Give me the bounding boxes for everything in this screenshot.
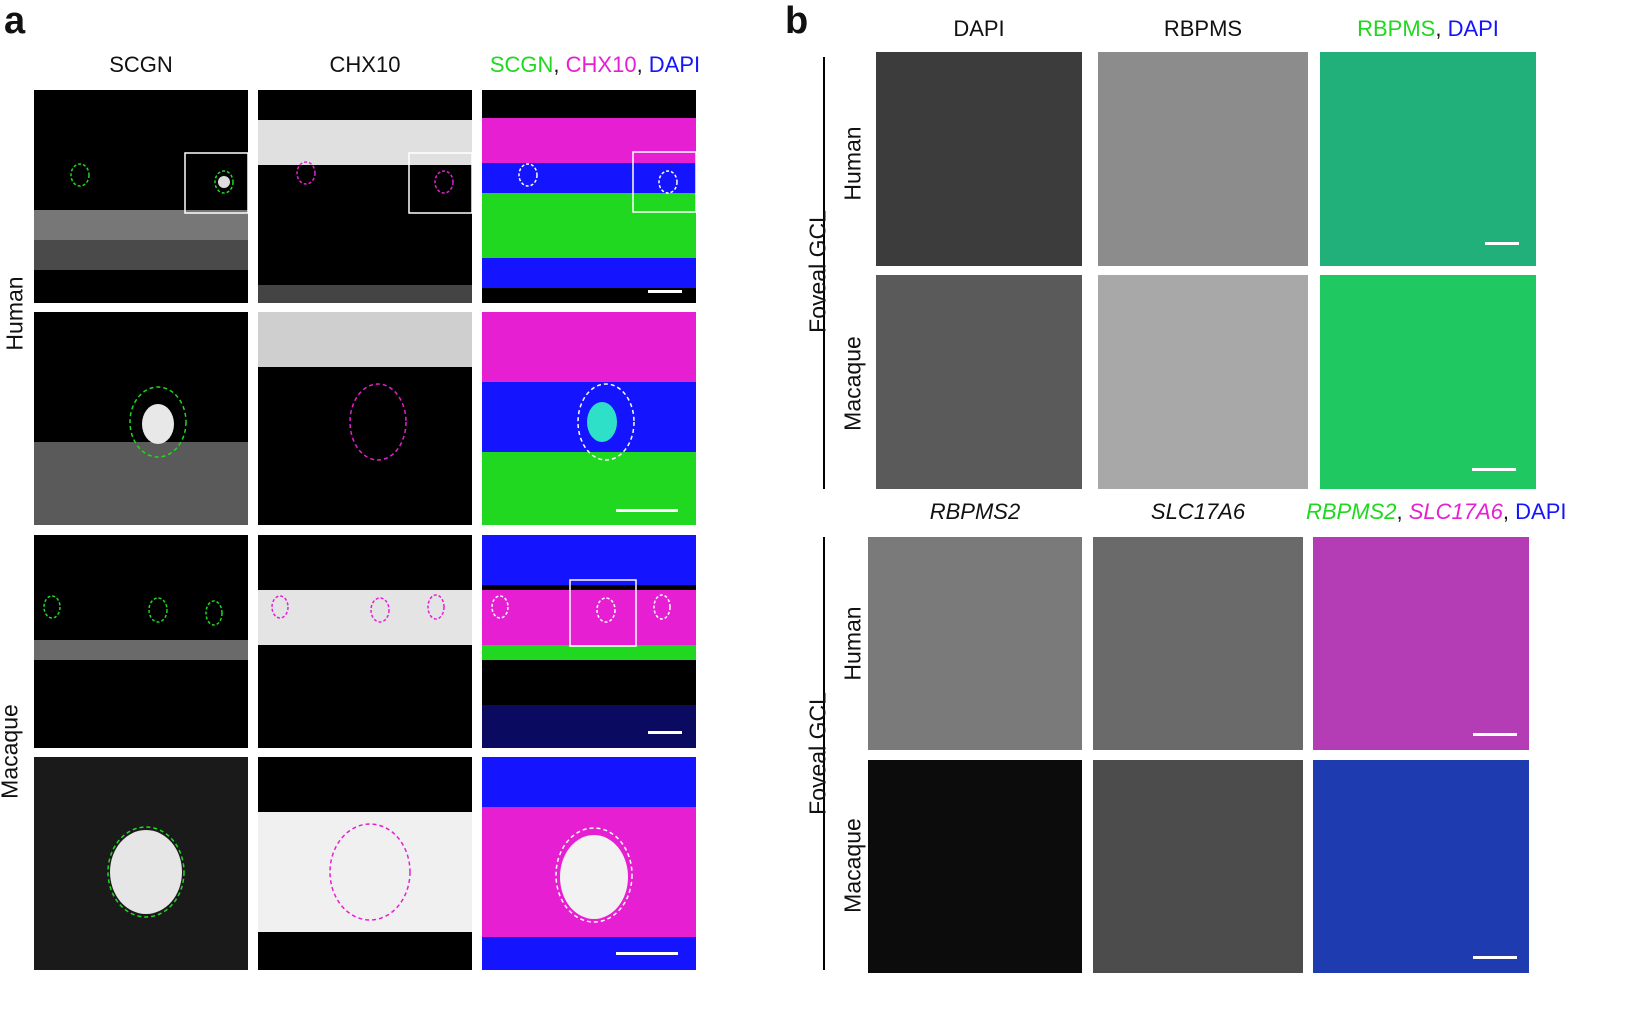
image-tile-b-macaque-merge	[1320, 275, 1536, 489]
image-tile-a-human-chx10	[258, 90, 472, 303]
image-tile-a-macaque-merge-zoom	[482, 757, 696, 970]
panel-b-top-divider	[823, 57, 825, 489]
merge-label-sep: ,	[553, 52, 566, 77]
image-tile-a-macaque-scgn-zoom	[34, 757, 248, 970]
panel-b-letter: b	[785, 0, 809, 42]
image-tile-a-macaque-merge	[482, 535, 696, 748]
image-tile-b-human-merge2	[1313, 537, 1529, 750]
merge-label-dapi: DAPI	[648, 52, 701, 77]
image-tile-b-macaque-rbpms	[1098, 275, 1308, 489]
image-tile-b-human-rbpms2	[868, 537, 1082, 750]
merge-label-scgn: SCGN	[489, 52, 554, 77]
panel-b-bottom-region-label: Foveal GCL	[804, 692, 831, 815]
image-tile-b-human-merge	[1320, 52, 1536, 266]
image-tile-a-macaque-chx10	[258, 535, 472, 748]
panel-a-row-label-human: Human	[1, 276, 28, 351]
image-tile-a-human-scgn-zoom	[34, 312, 248, 525]
panel-a-row-label-macaque: Macaque	[0, 704, 23, 799]
image-tile-b-macaque-slc17a6	[1093, 760, 1303, 973]
image-tile-b-human-dapi	[876, 52, 1082, 266]
merge-label-sep: ,	[1435, 16, 1448, 41]
panel-b-top-row-label-macaque: Macaque	[839, 336, 866, 431]
panel-b-top-column-header-merge: RBPMS, DAPI	[1320, 16, 1536, 42]
merge-label-dapi: DAPI	[1515, 499, 1567, 524]
panel-b-bottom-column-header-rbpms2: RBPMS2	[929, 499, 1021, 524]
panel-b-bottom-column-header-merge: RBPMS2, SLC17A6, DAPI	[1306, 499, 1645, 525]
panel-a-column-header-chx10: CHX10	[329, 52, 401, 77]
image-tile-a-macaque-scgn	[34, 535, 248, 748]
merge-label-sep: ,	[1396, 499, 1409, 524]
merge-label-slc17a6: SLC17A6	[1408, 499, 1503, 524]
panel-b-top-row-label-human: Human	[839, 126, 866, 201]
panel-b-bottom-divider	[823, 537, 825, 970]
panel-a-letter: a	[4, 0, 26, 42]
image-tile-a-human-chx10-zoom	[258, 312, 472, 525]
merge-label-chx10: CHX10	[565, 52, 637, 77]
merge-label-sep: ,	[1502, 499, 1516, 524]
panel-b-top-region-label: Foveal GCL	[804, 210, 831, 333]
image-tile-a-human-merge-zoom	[482, 312, 696, 525]
merge-label-rbpms2: RBPMS2	[1306, 499, 1397, 524]
image-tile-b-macaque-merge2	[1313, 760, 1529, 973]
image-tile-b-human-slc17a6	[1093, 537, 1303, 750]
panel-b-bottom-row-label-macaque: Macaque	[839, 818, 866, 913]
image-tile-b-human-rbpms	[1098, 52, 1308, 266]
panel-b-top-column-header-rbpms: RBPMS	[1163, 16, 1243, 41]
panel-b-bottom-column-header-slc17a6: SLC17A6	[1150, 499, 1246, 524]
image-tile-a-human-merge	[482, 90, 696, 303]
panel-a-column-header-scgn: SCGN	[109, 52, 173, 77]
panel-b-bottom-row-label-human: Human	[839, 606, 866, 681]
panel-b-top-column-header-dapi: DAPI	[953, 16, 1005, 41]
merge-label-rbpms: RBPMS	[1357, 16, 1436, 41]
image-tile-b-macaque-rbpms2	[868, 760, 1082, 973]
image-tile-a-macaque-chx10-zoom	[258, 757, 472, 970]
image-tile-a-human-scgn	[34, 90, 248, 303]
image-tile-b-macaque-dapi	[876, 275, 1082, 489]
panel-a-column-header-merge: SCGN, CHX10, DAPI	[470, 52, 720, 78]
merge-label-sep: ,	[636, 52, 649, 77]
merge-label-dapi: DAPI	[1447, 16, 1499, 41]
